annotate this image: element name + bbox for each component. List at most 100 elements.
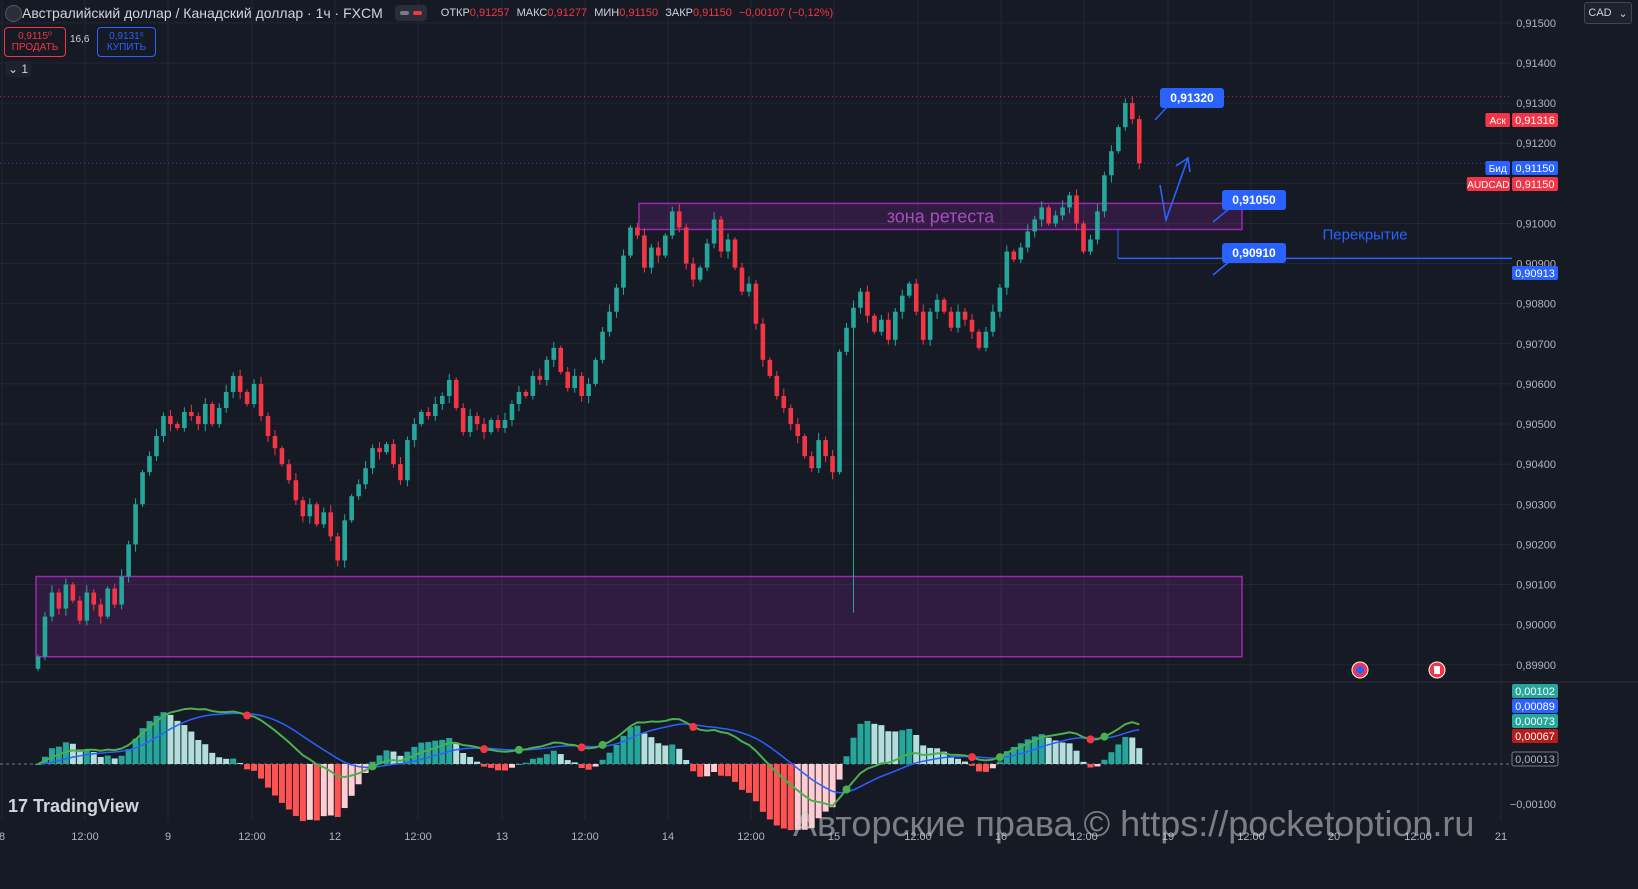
candle[interactable] — [230, 372, 236, 398]
candle[interactable] — [488, 417, 494, 435]
candle[interactable] — [189, 404, 194, 421]
candle[interactable] — [586, 377, 591, 404]
candle[interactable] — [1102, 171, 1107, 218]
retest-zone[interactable] — [35, 575, 1243, 658]
candle[interactable] — [307, 498, 313, 524]
candle[interactable] — [614, 284, 619, 318]
sell-button[interactable]: 0,9115⁰ ПРОДАТЬ — [4, 27, 66, 57]
candle[interactable] — [656, 241, 661, 263]
candle[interactable] — [823, 436, 828, 463]
candle[interactable] — [830, 450, 835, 480]
candle[interactable] — [321, 507, 327, 528]
candle[interactable] — [983, 326, 989, 352]
candle[interactable] — [1129, 95, 1135, 124]
candle[interactable] — [997, 284, 1003, 318]
candle[interactable] — [802, 433, 807, 459]
candle[interactable] — [223, 384, 229, 413]
candle[interactable] — [1095, 204, 1100, 245]
candle[interactable] — [258, 376, 264, 421]
candle[interactable] — [628, 225, 633, 258]
candle[interactable] — [1053, 210, 1058, 228]
retest-zone[interactable] — [638, 202, 1243, 231]
candle[interactable] — [175, 421, 180, 431]
candle[interactable] — [635, 222, 640, 240]
candle[interactable] — [314, 501, 320, 527]
candle[interactable] — [481, 418, 487, 440]
candle[interactable] — [405, 436, 410, 487]
price-callout[interactable]: 0,91320 — [1154, 88, 1224, 121]
candle[interactable] — [990, 304, 996, 337]
candle[interactable] — [642, 228, 647, 273]
candle[interactable] — [760, 317, 766, 368]
candle[interactable] — [328, 505, 334, 542]
candle[interactable] — [1025, 224, 1031, 253]
candle[interactable] — [537, 368, 543, 385]
candle[interactable] — [1046, 205, 1051, 226]
candle[interactable] — [168, 410, 173, 432]
visibility-toggle[interactable] — [394, 5, 427, 21]
candle[interactable] — [893, 308, 898, 346]
candle[interactable] — [955, 304, 961, 333]
candle[interactable] — [1074, 189, 1079, 231]
candle[interactable] — [426, 407, 431, 420]
candle[interactable] — [683, 223, 689, 270]
currency-selector[interactable]: CAD ⌄ — [1584, 2, 1632, 24]
candle[interactable] — [105, 586, 110, 620]
candle[interactable] — [63, 578, 69, 616]
candle[interactable] — [342, 514, 347, 568]
candle[interactable] — [886, 312, 891, 345]
candle[interactable] — [202, 397, 208, 432]
candle[interactable] — [1004, 245, 1010, 295]
candle[interactable] — [844, 322, 849, 356]
candle[interactable] — [1018, 242, 1024, 264]
candle[interactable] — [509, 400, 515, 427]
candle[interactable] — [42, 611, 48, 661]
candle[interactable] — [941, 297, 947, 315]
candle[interactable] — [265, 412, 271, 443]
candle[interactable] — [558, 345, 564, 375]
buy-button[interactable]: 0,9131⁶ КУПИТЬ — [97, 27, 156, 57]
candle[interactable] — [690, 257, 696, 287]
candle[interactable] — [879, 314, 884, 336]
candle[interactable] — [788, 404, 794, 431]
candle[interactable] — [363, 460, 368, 490]
candle[interactable] — [377, 442, 382, 460]
candle[interactable] — [697, 265, 703, 283]
price-callout[interactable]: 0,91050 — [1212, 190, 1286, 223]
candle[interactable] — [725, 233, 731, 259]
candle[interactable] — [293, 472, 299, 506]
candle[interactable] — [663, 233, 668, 258]
candle[interactable] — [453, 377, 459, 411]
candle[interactable] — [209, 401, 215, 427]
candle[interactable] — [1109, 145, 1114, 183]
candle[interactable] — [133, 498, 138, 552]
candle[interactable] — [572, 368, 577, 393]
candle[interactable] — [899, 289, 905, 319]
candle[interactable] — [1136, 115, 1142, 170]
time-axis[interactable]: 8 12:00 9 12:00 12 12:00 13 12:00 14 12:00 15 12:00… — [0, 831, 1507, 843]
candle[interactable] — [927, 308, 933, 346]
candle[interactable] — [356, 479, 361, 500]
candle[interactable] — [795, 418, 801, 444]
candle[interactable] — [607, 304, 612, 337]
lot-selector[interactable]: ⌄ 1 — [5, 61, 31, 77]
candle[interactable] — [502, 412, 508, 433]
candle[interactable] — [1067, 191, 1072, 214]
candle[interactable] — [474, 412, 480, 431]
candle[interactable] — [91, 588, 97, 611]
candle[interactable] — [237, 369, 243, 400]
candle[interactable] — [523, 389, 529, 399]
candle[interactable] — [565, 367, 571, 392]
candle[interactable] — [732, 237, 738, 270]
candle[interactable] — [439, 392, 445, 411]
projection-drawing[interactable] — [1159, 156, 1191, 224]
candle[interactable] — [251, 379, 257, 408]
candle[interactable] — [446, 373, 452, 404]
candle[interactable] — [718, 215, 724, 258]
candle[interactable] — [286, 459, 292, 484]
candle[interactable] — [216, 403, 222, 428]
candle[interactable] — [419, 409, 424, 427]
candle[interactable] — [913, 278, 919, 316]
candle[interactable] — [704, 238, 710, 272]
